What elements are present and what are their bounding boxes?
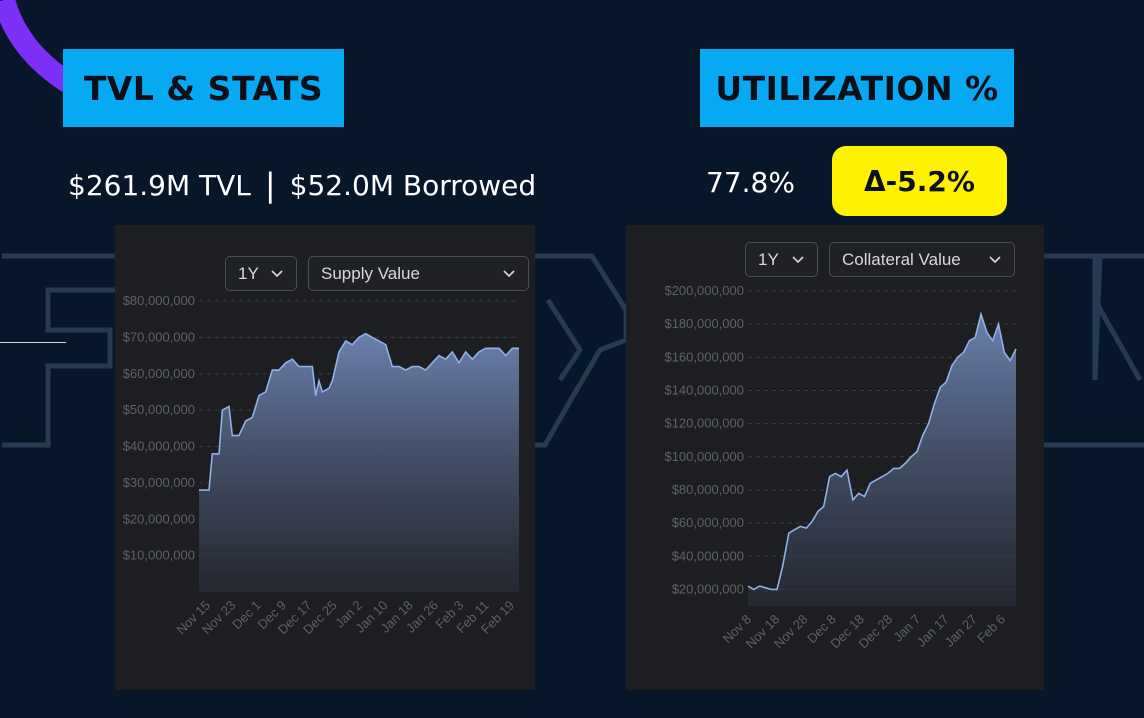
collateral-value-chart: $20,000,000 $40,000,000 $60,000,000 $80,000…	[664, 283, 1017, 651]
supply-series-line	[199, 332, 519, 491]
chevron-down-icon	[503, 269, 515, 277]
supply-metric-label: Supply Value	[321, 263, 420, 283]
supply-range-select[interactable]: 1Y	[225, 256, 297, 291]
collateral-y-tick-label: $60,000,000	[672, 515, 744, 530]
collateral-y-tick-label: $160,000,000	[664, 349, 744, 364]
supply-y-tick-label: $40,000,000	[123, 439, 195, 454]
supply-y-tick-label: $70,000,000	[123, 329, 195, 344]
collateral-y-tick-label: $140,000,000	[664, 382, 744, 397]
supply-y-tick-label: $10,000,000	[123, 548, 195, 563]
collateral-x-tick-label: Jan 27	[942, 612, 980, 650]
collateral-range-select[interactable]: 1Y	[745, 242, 818, 277]
collateral-series-line	[747, 311, 1017, 591]
chevron-down-icon	[792, 255, 804, 263]
collateral-x-tick-label: Feb 6	[974, 612, 1008, 646]
collateral-y-tick-label: $120,000,000	[664, 416, 744, 431]
utilization-delta-badge: Δ-5.2%	[832, 146, 1007, 216]
tvl-stats-line: $261.9M TVL | $52.0M Borrowed	[68, 166, 536, 204]
collateral-range-label: 1Y	[758, 249, 779, 269]
supply-y-tick-label: $30,000,000	[123, 475, 195, 490]
decorative-divider	[0, 342, 66, 343]
collateral-y-tick-label: $100,000,000	[664, 449, 744, 464]
tvl-value: $261.9M TVL	[68, 168, 251, 202]
chevron-down-icon	[989, 255, 1001, 263]
supply-value-chart: $10,000,000 $20,000,000 $30,000,000 $40,000…	[123, 293, 519, 637]
supply-value-chart-panel: $10,000,000 $20,000,000 $30,000,000 $40,000…	[115, 225, 535, 690]
collateral-y-tick-label: $40,000,000	[672, 548, 744, 563]
collateral-area	[748, 314, 1016, 606]
collateral-y-tick-label: $20,000,000	[672, 581, 744, 596]
supply-y-tick-label: $60,000,000	[123, 366, 195, 381]
stats-separator: |	[264, 166, 276, 204]
collateral-y-tick-label: $200,000,000	[664, 283, 744, 298]
supply-y-tick-label: $20,000,000	[123, 511, 195, 526]
supply-area	[199, 333, 519, 592]
collateral-metric-select[interactable]: Collateral Value	[829, 242, 1015, 277]
utilization-header: UTILIZATION %	[700, 49, 1014, 127]
chevron-down-icon	[271, 269, 283, 277]
supply-metric-select[interactable]: Supply Value	[308, 256, 529, 291]
utilization-value: 77.8%	[706, 166, 795, 199]
supply-range-label: 1Y	[238, 263, 259, 283]
collateral-y-tick-label: $80,000,000	[672, 482, 744, 497]
collateral-metric-label: Collateral Value	[842, 249, 961, 269]
borrowed-value: $52.0M Borrowed	[289, 168, 537, 202]
tvl-stats-header: TVL & STATS	[63, 49, 344, 127]
supply-y-tick-label: $50,000,000	[123, 402, 195, 417]
collateral-y-tick-label: $180,000,000	[664, 316, 744, 331]
supply-y-tick-label: $80,000,000	[123, 293, 195, 308]
collateral-value-chart-panel: $20,000,000 $40,000,000 $60,000,000 $80,000…	[626, 225, 1044, 690]
